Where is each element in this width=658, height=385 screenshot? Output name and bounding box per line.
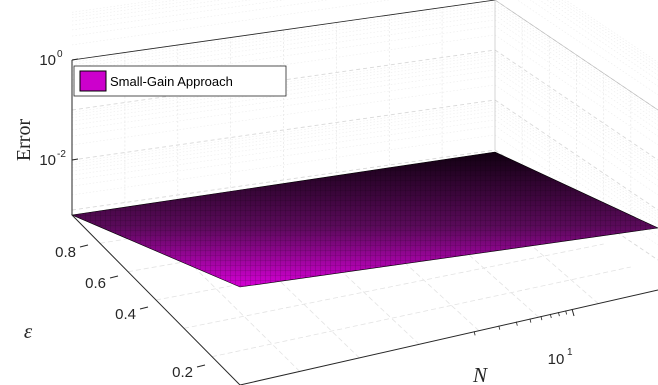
grid-line-z [71, 102, 496, 163]
n-minor-tick [549, 313, 552, 319]
grid-line-z [494, 125, 658, 237]
n-minor-tick [540, 316, 543, 321]
n-tick-label: 10 [548, 351, 565, 368]
grid-line-floor [183, 243, 604, 329]
grid-line-z [494, 14, 658, 126]
grid-line-z [565, 0, 658, 63]
grid-line-z [71, 0, 223, 22]
z-tick-exponent: -2 [57, 149, 66, 160]
grid-line-z [71, 0, 391, 46]
grid-line-z [494, 7, 658, 118]
n-axis-title: N [472, 363, 488, 385]
legend-swatch [79, 70, 107, 92]
epsilon-tick-mark [79, 244, 89, 248]
grid-line-z [494, 10, 658, 122]
grid-line-z [71, 0, 179, 16]
n-tick-exponent: 1 [567, 347, 573, 358]
grid-line-z [546, 0, 658, 76]
grid-line-z [557, 0, 658, 68]
grid-line-z [71, 0, 161, 13]
grid-line-z [71, 0, 252, 26]
grid-line-z [71, 10, 496, 72]
grid-line-z [494, 19, 658, 131]
grid-line-z [539, 0, 658, 81]
z-tick-mark [71, 58, 79, 61]
grid-line-z [71, 149, 496, 211]
grid-lines [71, 0, 658, 372]
n-minor-tick [529, 318, 532, 323]
grid-line-z [494, 119, 658, 231]
z-tick-label: 10 [39, 152, 56, 169]
grid-line-z [71, 110, 496, 172]
grid-line-z [71, 114, 496, 176]
grid-line-z [71, 107, 496, 168]
z-tick-label: 10 [39, 52, 56, 69]
grid-line-z [71, 7, 496, 68]
epsilon-tick-label: 0.2 [172, 364, 193, 381]
z-tick-mark [71, 158, 79, 161]
grid-line-z [71, 0, 329, 37]
grid-line-z [494, 2, 658, 113]
z-tick-exponent: 0 [57, 49, 63, 60]
axes-frame [71, 0, 658, 385]
grid-line-z [552, 0, 658, 72]
legend-entry-label: Small-Gain Approach [110, 74, 233, 89]
grid-line-floor [373, 169, 539, 318]
grid-line-z [494, 102, 658, 213]
grid-line-z [494, 107, 658, 218]
n-tick-mark [571, 308, 575, 317]
grid-line-z [529, 0, 658, 87]
grid-line-z [71, 119, 496, 181]
grid-line-z [71, 0, 199, 18]
epsilon-axis-title: ε [24, 319, 33, 343]
surface-small-gain [70, 151, 658, 288]
grid-line-z [516, 0, 658, 96]
grid-line-z [71, 2, 496, 63]
grid-line-z [71, 134, 496, 196]
n-minor-tick [558, 312, 560, 317]
grid-line-z [71, 125, 496, 187]
epsilon-axis-ticks: 0.8 0.6 0.4 0.2 [55, 244, 206, 381]
epsilon-tick-mark [196, 364, 206, 368]
z-axis-title: Error [13, 119, 35, 162]
grid-line-z [71, 14, 496, 76]
n-minor-tick [515, 321, 518, 326]
grid-line-floor [211, 266, 631, 358]
epsilon-tick-label: 0.4 [115, 306, 136, 323]
grid-line-z [494, 25, 658, 137]
grid-line-z [494, 114, 658, 226]
n-minor-tick [565, 310, 567, 315]
epsilon-tick-mark [109, 275, 119, 279]
n-axis-ticks: 10 1 [473, 308, 575, 368]
grid-line-z [561, 0, 658, 66]
legend: Small-Gain Approach [73, 65, 287, 97]
n-minor-tick [473, 331, 476, 336]
epsilon-tick-label: 0.6 [85, 275, 106, 292]
grid-line-z [494, 54, 658, 166]
n-minor-tick [498, 325, 501, 330]
grid-line-z [494, 34, 658, 146]
grid-line-z [494, 110, 658, 222]
grid-line-z [71, 0, 285, 31]
epsilon-tick-label: 0.8 [55, 244, 76, 261]
epsilon-tick-mark [139, 306, 149, 310]
